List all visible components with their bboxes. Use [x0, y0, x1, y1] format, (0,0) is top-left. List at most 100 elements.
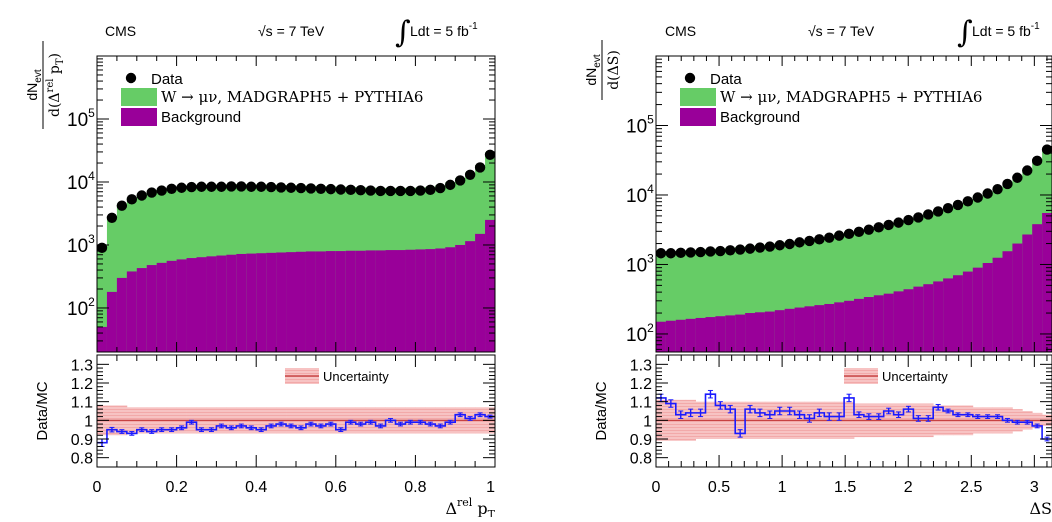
- background-bar: [435, 248, 446, 352]
- legend-signal-label: W → μν, MADGRAPH5 + PYTHIA6: [720, 88, 982, 106]
- background-bar: [176, 259, 187, 352]
- background-bar: [116, 277, 128, 352]
- x-tick-label: 3: [1030, 479, 1039, 496]
- background-bar: [475, 233, 486, 352]
- data-point: [236, 181, 247, 192]
- background-bar: [804, 306, 815, 352]
- data-point: [464, 169, 476, 181]
- ratio-inner: [97, 405, 495, 447]
- data-point: [982, 188, 993, 199]
- data-point: [176, 182, 187, 193]
- ratio-x-ticks: 0 0.2 0.4 0.6 0.8 1: [93, 355, 496, 496]
- y-tick-label: 105: [626, 112, 654, 137]
- data-point: [166, 183, 177, 194]
- background-bar: [216, 255, 227, 352]
- energy-label: √s = 7 TeV: [258, 23, 325, 39]
- data-point: [843, 228, 855, 240]
- legend-data-marker: [684, 72, 696, 84]
- legend-background-label: Background: [161, 109, 241, 126]
- data-point: [655, 248, 667, 259]
- background-bar: [455, 244, 466, 352]
- luminosity-label: Ldt = 5 fb-1: [972, 21, 1040, 39]
- x-title-main: ΔS: [1029, 499, 1052, 517]
- data-point: [794, 237, 805, 248]
- data-point: [734, 244, 746, 255]
- legend-signal-label: W → μν, MADGRAPH5 + PYTHIA6: [161, 88, 423, 106]
- data-point: [675, 247, 686, 259]
- legend-signal-swatch: [680, 88, 716, 106]
- background-bar: [465, 241, 476, 352]
- data-point: [764, 241, 776, 252]
- x-tick-label: 1: [486, 479, 495, 496]
- x-tick-label: 0: [652, 479, 661, 496]
- data-point: [445, 179, 456, 191]
- data-point: [156, 185, 167, 196]
- luminosity-label: Ldt = 5 fb-1: [410, 21, 478, 39]
- x-title-sub: T: [488, 508, 496, 517]
- background-bar: [1022, 234, 1033, 352]
- data-point: [913, 212, 924, 223]
- y-tick-exp: 2: [647, 321, 654, 335]
- legend-signal-swatch: [121, 88, 157, 106]
- ratio-y-label-text: Data/MC: [34, 381, 51, 440]
- y-tick-label: 102: [626, 321, 654, 346]
- data-point: [136, 190, 147, 201]
- x-axis-ticks-main: [96, 56, 496, 352]
- y-tick-label: 104: [67, 169, 95, 194]
- background-bar: [953, 275, 964, 352]
- signal-bar: [725, 247, 736, 352]
- data-point: [186, 181, 197, 193]
- ratio-y-ticks: 0.8 0.9 11.1 1.2 1.3: [630, 357, 1052, 468]
- background-bar: [365, 250, 376, 352]
- data-point: [1022, 165, 1033, 176]
- x-tick-label: 1: [778, 479, 787, 496]
- y-tick-exp: 3: [647, 251, 654, 265]
- data-point: [873, 222, 884, 233]
- background-bar: [725, 315, 736, 352]
- data-point: [385, 185, 396, 197]
- background-bar: [982, 262, 993, 352]
- data-point: [893, 217, 904, 228]
- signal-bar: [665, 251, 677, 352]
- y-label-num-text: dN: [583, 68, 599, 86]
- legend-uncertainty-label: Uncertainty: [882, 369, 948, 384]
- main-frame: [655, 55, 1052, 353]
- background-bar: [715, 316, 726, 352]
- data-point: [435, 182, 446, 194]
- background-bar: [745, 313, 756, 352]
- y-label-numerator: dNevt: [24, 69, 44, 100]
- background-bar: [166, 260, 177, 352]
- data-point: [923, 209, 934, 220]
- header: CMS √s = 7 TeV ∫ Ldt = 5 fb-1: [665, 15, 1040, 50]
- background-bar: [665, 320, 677, 352]
- background-bar: [883, 293, 894, 352]
- signal-bar: [933, 209, 944, 352]
- data-point: [1041, 144, 1052, 155]
- background-bar: [226, 254, 237, 352]
- data-point: [126, 194, 138, 205]
- legend-uncertainty-label: Uncertainty: [323, 369, 389, 384]
- y-label-den-rest: p: [47, 65, 63, 78]
- signal-bar: [735, 246, 746, 352]
- y-tick-exp: 5: [88, 106, 95, 120]
- y-tick-label: 104: [626, 182, 654, 207]
- data-point: [1031, 155, 1043, 167]
- signal-bar: [923, 212, 934, 352]
- background-bar: [485, 219, 496, 352]
- cms-label: CMS: [105, 23, 136, 39]
- background-bar: [445, 247, 456, 352]
- ratio-y-tick-label: 0.9: [71, 432, 93, 449]
- ratio-y-tick-label: 1.1: [71, 395, 93, 412]
- data-point: [774, 240, 785, 251]
- signal-bar: [794, 240, 805, 352]
- data-point: [116, 200, 128, 211]
- background-bar: [405, 249, 416, 352]
- signal-bar: [675, 250, 687, 352]
- data-point: [754, 242, 766, 253]
- x-title-sup: rel: [457, 496, 473, 509]
- background-bar: [1002, 251, 1013, 352]
- y-tick-label: 102: [67, 295, 95, 320]
